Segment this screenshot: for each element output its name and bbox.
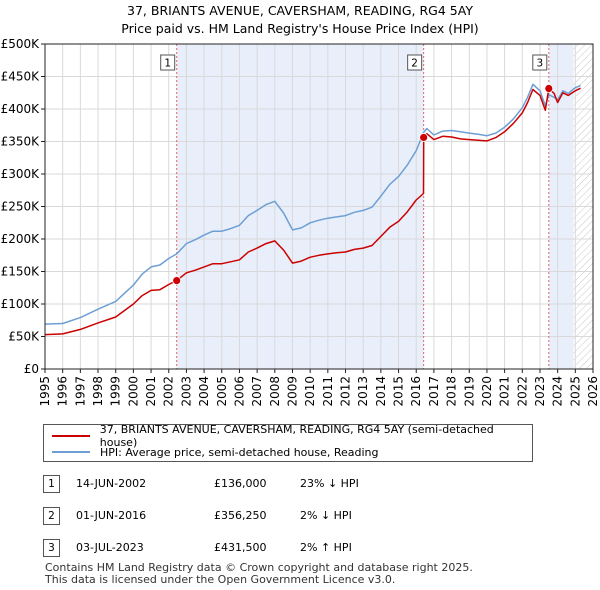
x-tick-label: 2005 xyxy=(215,376,229,407)
y-tick-label: £0 xyxy=(24,362,39,376)
legend-label-hpi: HPI: Average price, semi-detached house,… xyxy=(100,445,379,459)
x-tick-label: 2006 xyxy=(232,376,246,407)
legend-item-property: 37, BRIANTS AVENUE, CAVERSHAM, READING, … xyxy=(52,423,532,449)
transaction-number: 3 xyxy=(43,539,60,557)
x-tick-label: 2026 xyxy=(586,376,600,407)
x-tick-label: 2018 xyxy=(445,376,459,407)
y-tick-label: £100K xyxy=(1,297,41,311)
y-tick-label: £200K xyxy=(1,232,41,246)
x-tick-label: 2012 xyxy=(339,376,353,407)
transaction-date: 14-JUN-2002 xyxy=(76,477,147,490)
transaction-label: 2 xyxy=(411,58,418,70)
transaction-price: £356,250 xyxy=(214,509,267,522)
x-tick-label: 2024 xyxy=(551,376,565,407)
chart-subtitle: Price paid vs. HM Land Registry's House … xyxy=(121,21,479,36)
legend-swatch-property xyxy=(52,435,90,437)
transaction-price: £136,000 xyxy=(214,477,267,490)
x-tick-label: 2002 xyxy=(162,376,176,407)
transaction-point xyxy=(544,84,554,93)
transaction-label-box xyxy=(407,54,423,71)
transaction-hpi: 2% ↑ HPI xyxy=(300,541,352,554)
x-tick-label: 2010 xyxy=(303,376,317,407)
transaction-label: 1 xyxy=(164,58,171,70)
x-tick-label: 1999 xyxy=(109,376,123,407)
x-tick-label: 2023 xyxy=(533,376,547,407)
x-tick-label: 2021 xyxy=(498,376,512,407)
x-tick-label: 2020 xyxy=(480,376,494,407)
x-tick-label: 1995 xyxy=(38,376,52,407)
transaction-number: 1 xyxy=(43,475,60,493)
footer-licence: This data is licensed under the Open Gov… xyxy=(45,573,396,586)
x-tick-label: 2013 xyxy=(356,376,370,407)
x-tick-label: 1998 xyxy=(91,376,105,407)
chart-title: 37, BRIANTS AVENUE, CAVERSHAM, READING, … xyxy=(127,3,473,18)
y-tick-label: £400K xyxy=(1,102,41,116)
y-tick-label: £50K xyxy=(8,330,40,344)
y-tick-label: £350K xyxy=(1,135,41,149)
table-row: 2 01-JUN-2016 £356,250 2% ↓ HPI xyxy=(0,507,600,525)
x-tick-label: 2011 xyxy=(321,376,335,407)
transaction-number: 2 xyxy=(43,507,60,525)
x-tick-label: 2017 xyxy=(427,376,441,407)
x-tick-label: 2014 xyxy=(374,376,388,407)
transaction-label-box xyxy=(160,54,176,71)
x-tick-label: 1996 xyxy=(56,376,70,407)
transaction-date: 03-JUL-2023 xyxy=(76,541,144,554)
y-tick-label: £150K xyxy=(1,265,41,279)
x-tick-label: 2001 xyxy=(144,376,158,407)
transaction-date: 01-JUN-2016 xyxy=(76,509,147,522)
x-tick-label: 2022 xyxy=(515,376,529,407)
transaction-point xyxy=(419,133,429,142)
x-tick-label: 2019 xyxy=(462,376,476,407)
legend-item-hpi: HPI: Average price, semi-detached house,… xyxy=(52,445,379,459)
transaction-label: 3 xyxy=(536,58,543,70)
x-tick-label: 2008 xyxy=(268,376,282,407)
x-tick-label: 2025 xyxy=(568,376,582,407)
transaction-label-box xyxy=(532,54,548,71)
transaction-point xyxy=(172,276,182,286)
x-tick-label: 2003 xyxy=(179,376,193,407)
y-tick-label: £500K xyxy=(1,37,41,51)
x-tick-label: 2015 xyxy=(392,376,406,407)
y-tick-label: £300K xyxy=(1,167,41,181)
price-chart: 1 2 3 £0 £50K £100K £150K £200K £250K £300K £350K… xyxy=(1,37,600,407)
x-tick-label: 2007 xyxy=(250,376,264,407)
x-tick-label: 1997 xyxy=(73,376,87,407)
table-row: 3 03-JUL-2023 £431,500 2% ↑ HPI xyxy=(0,539,600,557)
y-tick-label: £450K xyxy=(1,70,41,84)
y-tick-label: £250K xyxy=(1,200,41,214)
transaction-hpi: 2% ↓ HPI xyxy=(300,509,352,522)
x-tick-label: 2009 xyxy=(285,376,299,407)
hpi-line xyxy=(44,83,581,325)
legend: 37, BRIANTS AVENUE, CAVERSHAM, READING, … xyxy=(43,423,533,462)
x-tick-label: 2016 xyxy=(409,376,423,407)
transaction-price: £431,500 xyxy=(214,541,267,554)
table-row: 1 14-JUN-2002 £136,000 23% ↓ HPI xyxy=(0,475,600,493)
transaction-hpi: 23% ↓ HPI xyxy=(300,477,359,490)
legend-label-property: 37, BRIANTS AVENUE, CAVERSHAM, READING, … xyxy=(99,423,494,449)
x-tick-label: 2000 xyxy=(126,376,140,407)
footer-copyright: Contains HM Land Registry data © Crown c… xyxy=(45,561,473,574)
x-tick-label: 2004 xyxy=(197,376,211,407)
legend-swatch-hpi xyxy=(52,451,90,453)
